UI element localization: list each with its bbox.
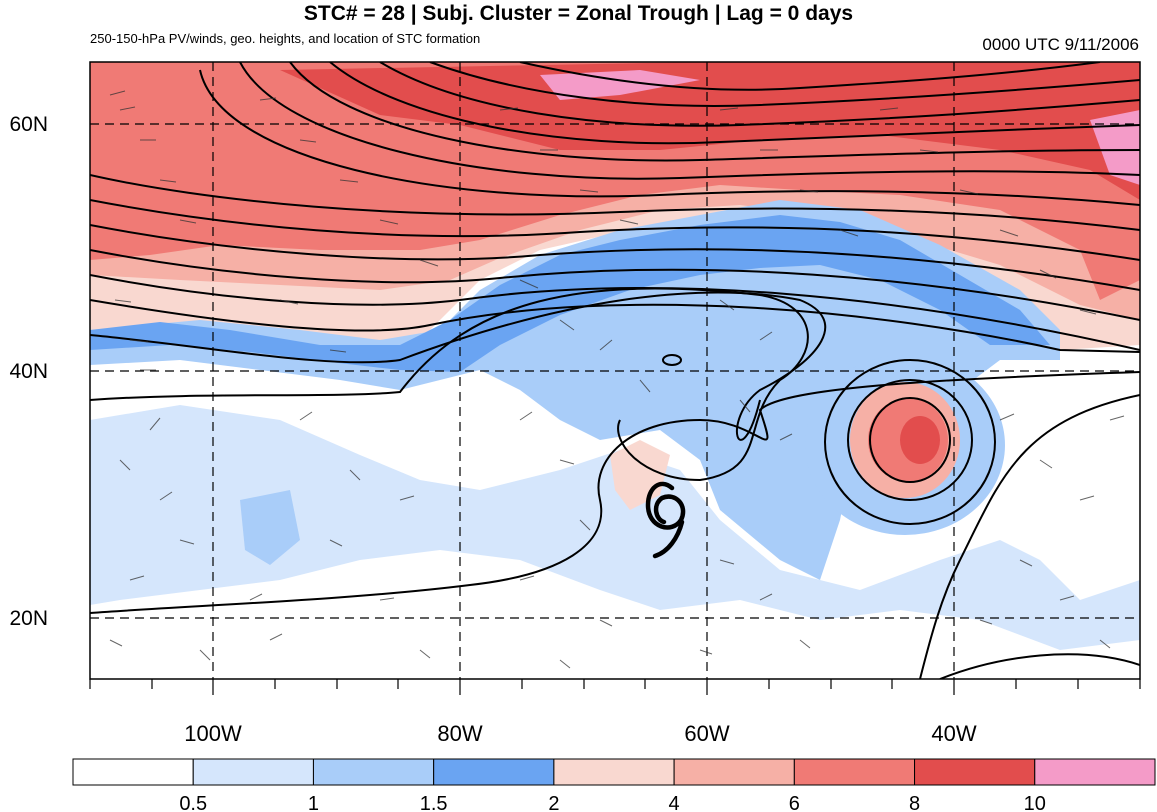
height-contour	[90, 224, 1140, 291]
wind-barbs	[109, 90, 1125, 669]
colorbar-swatch	[1034, 758, 1156, 786]
height-contour-cutoff-mid	[847, 379, 973, 501]
lat-label-60n: 60N	[9, 113, 48, 136]
pv-shading-12	[540, 70, 700, 100]
pv-cutoff-core	[900, 416, 940, 464]
height-contours	[90, 62, 1140, 679]
lat-label-20n: 20N	[9, 607, 48, 630]
colorbar-label: 4	[669, 793, 680, 812]
tropical-cyclone-symbol	[645, 481, 686, 559]
height-contour	[939, 653, 1140, 679]
height-contour	[429, 62, 1140, 107]
colorbar: 0.5 1 1.5 2 4 6 8 10	[72, 758, 1156, 812]
lon-minor-ticks	[89, 679, 1141, 695]
colorbar-swatch	[793, 758, 916, 786]
height-contour	[329, 62, 1140, 145]
height-contour	[919, 394, 1140, 679]
lon-label-60w: 60W	[684, 721, 729, 746]
lon-label-40w: 40W	[931, 721, 976, 746]
height-contour	[289, 62, 1140, 162]
lat-label-40n: 40N	[9, 360, 48, 383]
height-contour	[90, 287, 809, 482]
wind-barb	[259, 97, 439, 659]
colorbar-label: 6	[789, 793, 800, 812]
height-contour	[90, 249, 1140, 321]
figure-subtitle: 250-150-hPa PV/winds, geo. heights, and …	[90, 31, 481, 46]
colorbar-label: 1	[308, 793, 319, 812]
pv-shading-12b	[1090, 110, 1140, 185]
height-contour	[199, 69, 1140, 206]
wind-barb	[109, 90, 263, 661]
height-contour	[90, 174, 1140, 231]
colorbar-swatch	[192, 758, 314, 786]
colorbar-label: 1.5	[420, 793, 448, 812]
figure-title: STC# = 28 | Subj. Cluster = Zonal Trough…	[303, 2, 854, 25]
height-contour	[90, 299, 1140, 353]
graticule	[90, 62, 1140, 679]
wind-barb	[699, 107, 859, 655]
height-contour	[90, 274, 1140, 351]
height-contour	[379, 62, 1140, 127]
lon-label-80w: 80W	[437, 721, 482, 746]
valid-time: 0000 UTC 9/11/2006	[982, 35, 1139, 54]
height-contour	[239, 62, 1140, 180]
colorbar-label: 2	[548, 793, 559, 812]
colorbar-swatch	[433, 758, 555, 786]
wind-barb	[499, 107, 651, 669]
colorbar-swatch	[72, 758, 194, 786]
height-contour	[90, 371, 1140, 614]
height-contour-small	[662, 354, 682, 366]
colorbar-label: 8	[909, 793, 920, 812]
map-plot-area	[90, 62, 1140, 679]
colorbar-label: 0.5	[179, 793, 207, 812]
map-frame	[89, 61, 1141, 680]
height-contour-cutoff-inner	[869, 397, 951, 483]
height-contour	[90, 199, 1140, 261]
colorbar-swatch	[914, 758, 1036, 786]
height-contour	[519, 62, 1101, 91]
colorbar-label: 10	[1024, 793, 1046, 812]
wind-barb	[879, 107, 1125, 649]
lon-label-100w: 100W	[184, 721, 242, 746]
height-contour-cutoff-outer	[824, 359, 996, 525]
pv-shading-blue-deep	[90, 215, 1050, 372]
colorbar-swatch	[312, 758, 435, 786]
pv-filament	[610, 440, 670, 510]
colorbar-swatch	[553, 758, 675, 786]
pv-shading-light-blue	[90, 405, 1140, 650]
colorbar-swatch	[673, 758, 795, 786]
pv-shading-blue-blob	[240, 490, 300, 565]
